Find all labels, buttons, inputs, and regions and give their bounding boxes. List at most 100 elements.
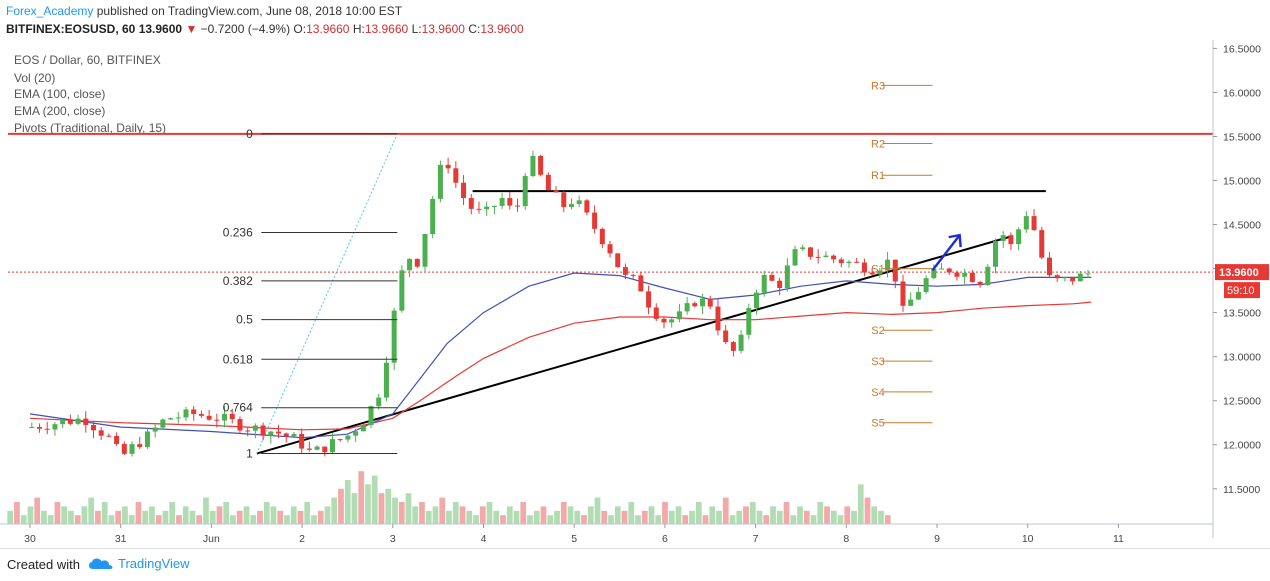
candle-body	[168, 418, 174, 420]
y-tick-label: 16.0000	[1223, 87, 1261, 99]
candle-body	[229, 413, 235, 420]
candle-body	[152, 427, 158, 432]
volume-bar	[263, 502, 270, 524]
volume-bar	[351, 493, 358, 524]
volume-bar	[702, 515, 709, 524]
fib-level-label: 1	[246, 447, 253, 461]
candle-body	[746, 308, 752, 335]
candle-body	[599, 228, 605, 245]
volume-bar	[466, 510, 473, 524]
countdown-tag-label: 59:10	[1227, 285, 1255, 297]
volume-bar	[851, 510, 857, 524]
candle-body	[684, 303, 690, 312]
volume-bar	[41, 510, 47, 524]
candle-body	[946, 268, 952, 273]
candle-body	[993, 241, 999, 267]
candle-body	[723, 330, 729, 343]
volume-bar	[689, 510, 695, 524]
volume-bar	[527, 515, 533, 524]
candle-body	[607, 244, 613, 254]
candle-body	[276, 431, 282, 434]
candle-body	[353, 431, 359, 436]
candle-body	[622, 267, 628, 275]
volume-bar	[857, 484, 864, 524]
last-price: 13.9600	[138, 22, 183, 36]
volume-bar	[34, 497, 41, 524]
volume-bar	[398, 502, 405, 524]
volume-bar	[331, 497, 338, 524]
volume-bar	[81, 506, 88, 524]
volume-bar	[324, 506, 331, 524]
volume-bar	[513, 510, 520, 524]
volume-bar	[628, 502, 635, 524]
volume-bar	[189, 510, 196, 524]
tradingview-logo[interactable]: TradingView	[88, 556, 190, 571]
last-price-tag-label: 13.9600	[1219, 267, 1259, 279]
candle-body	[430, 198, 436, 235]
candle-body	[854, 261, 860, 263]
candle-body	[823, 255, 829, 258]
volume-bar	[182, 506, 189, 524]
volume-bar	[533, 510, 540, 524]
candle-body	[237, 419, 243, 431]
candle-body	[268, 431, 274, 436]
volume-bar	[722, 497, 729, 524]
fib-level-label: 0	[246, 127, 253, 141]
x-tick-label: 8	[843, 533, 849, 545]
candle-body	[831, 255, 837, 260]
candle-body	[761, 274, 767, 293]
volume-bar	[655, 515, 662, 524]
volume-bar	[756, 510, 763, 524]
volume-bar	[290, 506, 297, 524]
volume-bar	[803, 510, 810, 524]
price-chart[interactable]: EOS / Dollar, 60, BITFINEX Vol (20) EMA …	[0, 40, 1270, 548]
volume-bar	[317, 510, 324, 524]
ema200-line	[29, 301, 1092, 431]
candle-body	[445, 164, 451, 169]
x-tick-label: 9	[934, 533, 940, 545]
candle-body	[183, 409, 189, 418]
volume-bar	[614, 506, 621, 524]
chart-header: Forex_Academy published on TradingView.c…	[0, 0, 1270, 40]
volume-bar	[128, 515, 135, 524]
down-arrow-icon: ▼	[185, 22, 198, 36]
fib-level-label: 0.764	[223, 401, 253, 415]
candle-body	[437, 164, 443, 199]
pivot-level-label: R2	[871, 139, 885, 151]
volume-bar	[864, 497, 871, 524]
volume-bar	[115, 510, 122, 524]
candle-body	[191, 409, 197, 415]
volume-bar	[709, 506, 716, 524]
volume-bar	[95, 510, 101, 524]
chart-lines	[8, 132, 1213, 457]
forecast-arrowhead-icon	[948, 233, 962, 248]
volume-bar	[439, 497, 446, 524]
x-tick-label: 3	[390, 533, 396, 545]
volume-bar	[155, 515, 162, 524]
author-link[interactable]: Forex_Academy	[6, 4, 94, 18]
volume-bar	[392, 497, 398, 524]
volume-bar	[776, 510, 783, 524]
volume-bar	[749, 502, 756, 524]
volume-bar	[587, 506, 594, 524]
candle-body	[846, 261, 852, 264]
cloud-icon	[89, 557, 113, 569]
volume-bar	[594, 497, 601, 524]
candle-body	[838, 259, 844, 264]
candle-body	[784, 265, 790, 288]
legend-pivots: Pivots (Traditional, Daily, 15)	[14, 121, 166, 135]
volume-bar	[270, 506, 277, 524]
candle-body	[337, 439, 343, 441]
low-value: 13.9600	[421, 22, 465, 36]
candle-body	[584, 200, 590, 213]
volume-bar	[338, 488, 344, 524]
candle-body	[491, 205, 497, 207]
candle-body	[754, 292, 760, 309]
fib-level-label: 0.5	[236, 313, 253, 327]
candle-body	[399, 270, 405, 311]
candle-body	[345, 435, 351, 440]
candle-body	[877, 270, 883, 275]
candle-body	[1031, 216, 1037, 231]
candle-body	[453, 168, 459, 183]
candle-body	[1023, 216, 1029, 230]
